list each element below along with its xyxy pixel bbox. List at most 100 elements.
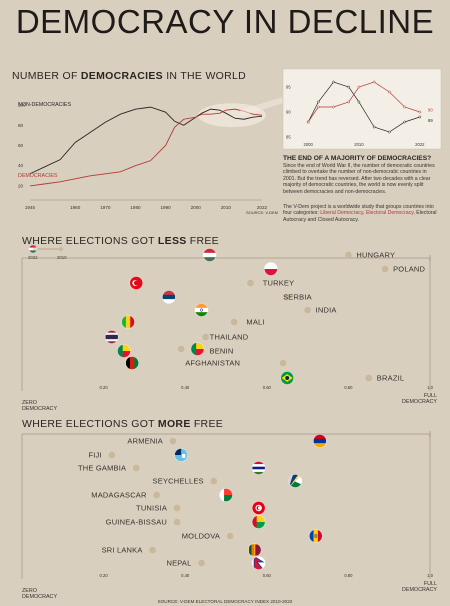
x-tick-label: 1980	[130, 205, 141, 210]
full-democracy-label-2: DEMOCRACY	[402, 399, 437, 405]
flag-body	[174, 448, 188, 462]
inset-panel	[282, 68, 442, 150]
legend-dot-2010	[58, 246, 64, 252]
flag-nepal	[251, 556, 266, 570]
flag-stripe	[219, 495, 233, 502]
top-chart-title: NUMBER OF DEMOCRACIES IN THE WORLD	[12, 70, 246, 82]
flag-the-gambia	[251, 461, 266, 475]
flag-stripe	[105, 334, 119, 338]
flag-stripe	[29, 250, 37, 253]
flag-body	[288, 474, 302, 488]
country-label-fiji: FIJI	[88, 451, 101, 460]
flag-rim	[251, 556, 266, 570]
flag-rim	[280, 371, 295, 385]
flag-rim	[247, 543, 262, 557]
flag-stripe	[129, 356, 135, 370]
inset-point	[347, 100, 351, 104]
flag-stripe	[313, 434, 327, 440]
text-block-p2-red: Liberal Democracy, Electoral Democracy,	[320, 210, 415, 217]
dot-2010	[198, 559, 205, 567]
inset-point	[316, 105, 320, 109]
text-block-p2-start: The V-Dem project is a worldwide study t…	[283, 204, 434, 217]
flag-stripe	[317, 529, 323, 543]
dot-2010	[381, 265, 389, 273]
flag-stripe	[203, 252, 217, 258]
text-block-p2: The V-Dem project is a worldwide study t…	[283, 204, 438, 223]
flag-rim	[251, 515, 266, 529]
flag-body	[309, 529, 323, 543]
inset-y-tick: 85	[286, 135, 291, 140]
flag-stripe	[130, 315, 135, 329]
flag-body	[252, 501, 266, 515]
more-free-title: WHERE ELECTIONS GOT MORE FREE	[22, 418, 223, 430]
flag-turkey	[129, 276, 144, 290]
flag-stripe	[29, 245, 37, 248]
dot-2010	[169, 437, 177, 445]
axis-tick-label: 0.20	[100, 573, 109, 578]
flag-stripe	[252, 522, 266, 529]
flag-thailand	[104, 330, 119, 344]
legend-2010-label: 2010	[57, 255, 67, 260]
flag-stripe	[252, 515, 257, 529]
flag-india	[194, 303, 209, 317]
country-label-poland: POLAND	[393, 265, 425, 274]
axis-tick-label: 0.60	[263, 385, 272, 390]
flag-stripe	[264, 262, 278, 270]
inset-zoom-chart: 95 90 85 2000 2010 2022 90 89	[282, 68, 442, 150]
inset-point	[388, 130, 391, 134]
flag-moon-cut	[133, 280, 139, 286]
inset-point	[357, 85, 361, 89]
dot-2010	[226, 532, 234, 540]
flag-stripe	[105, 330, 119, 333]
flag-moon-cut	[257, 506, 262, 510]
flag-poland	[264, 262, 278, 276]
text-block-p1: Since the end of World War II, the numbe…	[283, 163, 435, 195]
flag-rim	[202, 248, 217, 262]
country-label-armenia: ARMENIA	[127, 437, 163, 446]
y-tick-label: 100	[18, 103, 26, 108]
inset-point	[372, 125, 376, 129]
x-tick-label: 2010	[221, 205, 232, 210]
flag-tunisia	[251, 501, 266, 515]
flag-rim	[251, 501, 266, 515]
less-free-title: WHERE ELECTIONS GOT LESS FREE	[22, 235, 219, 247]
dot-2010	[247, 279, 254, 287]
dot-2010	[345, 251, 352, 259]
inset-point	[403, 105, 406, 109]
flag-stripe	[249, 544, 252, 556]
flag-body	[248, 543, 262, 557]
flag-rim	[219, 488, 233, 502]
axis-tick-label: 0.60	[263, 573, 272, 578]
country-label-india: INDIA	[316, 306, 337, 315]
flag-stripe	[162, 294, 176, 300]
flag-stripe	[203, 248, 217, 254]
inset-point	[418, 115, 422, 119]
less-free-dumbbell-chart: 2022 2010 HUNGARY POLAND TURKEY SERBIA INDIA MA…	[21, 244, 437, 412]
flag-body	[121, 315, 135, 329]
country-label-benin: BENIN	[210, 347, 234, 356]
flag-canton	[174, 448, 182, 455]
inset-point	[418, 110, 422, 114]
flag-body	[219, 488, 233, 502]
flag-rim	[121, 315, 135, 329]
x-tick-label: 1990	[160, 205, 171, 210]
dot-2010	[202, 333, 209, 341]
flag-stripe	[190, 342, 204, 349]
dot-2010	[279, 359, 287, 367]
country-label-guinea-bissau: GUINEA-BISSAU	[106, 518, 167, 527]
flag-rim	[251, 461, 266, 475]
flag-stripe	[162, 299, 176, 304]
flag-rim	[288, 474, 303, 488]
axis-tick-label: 1.0	[427, 573, 433, 578]
inset-point	[316, 100, 320, 104]
more-free-dumbbell-chart: ARMENIA FIJI THE GAMBIA SEYCHELLES MADAGASCA…	[21, 431, 437, 600]
inset-x-tick: 2000	[303, 142, 313, 147]
axis-tick-label: 0.80	[344, 385, 353, 390]
flag-body	[313, 434, 327, 448]
flag-stripe	[313, 443, 327, 448]
zero-democracy-label-2: DEMOCRACY	[22, 406, 57, 412]
flag-serbia	[162, 290, 176, 304]
inset-y-tick: 95	[286, 85, 291, 90]
series-line-non-democracies	[29, 106, 263, 175]
